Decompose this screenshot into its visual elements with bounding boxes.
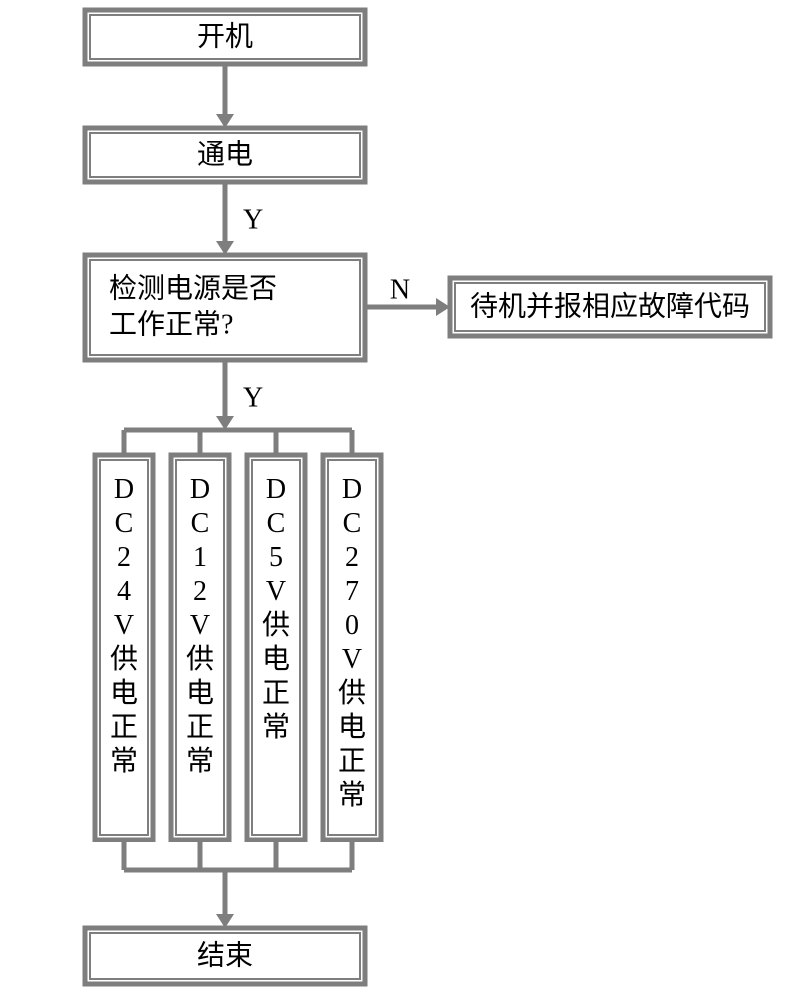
svg-text:待机并报相应故障代码: 待机并报相应故障代码	[470, 290, 750, 322]
svg-text:开机: 开机	[197, 20, 253, 52]
svg-text:检测电源是否: 检测电源是否	[109, 272, 277, 304]
svg-text:N: N	[390, 274, 410, 305]
svg-text:工作正常?: 工作正常?	[109, 308, 233, 340]
svg-text:通电: 通电	[197, 138, 253, 170]
svg-text:结束: 结束	[197, 939, 253, 971]
svg-text:Y: Y	[243, 382, 263, 413]
svg-text:Y: Y	[243, 204, 263, 235]
